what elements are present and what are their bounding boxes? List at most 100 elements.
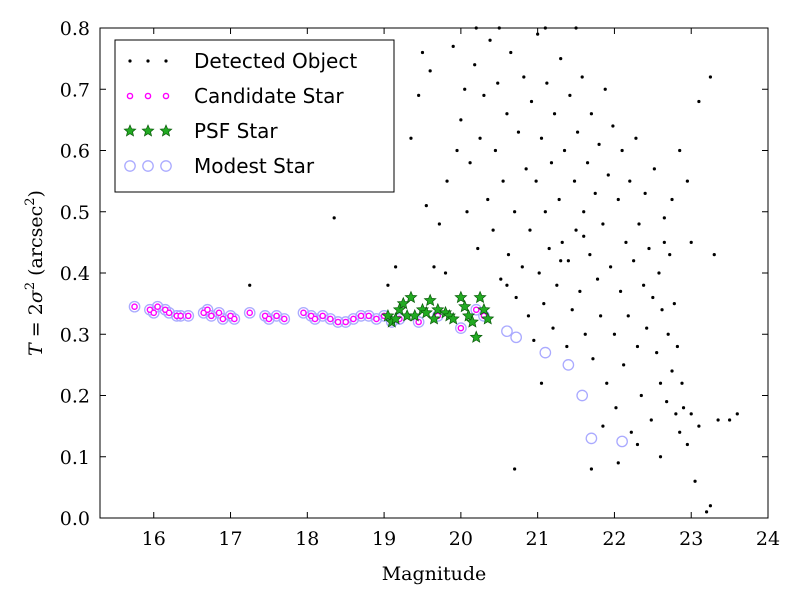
detected-object-point: [606, 173, 610, 177]
detected-object-point: [593, 191, 597, 195]
modest-star-point: [562, 359, 575, 371]
modest-star-point: [616, 435, 628, 448]
y-label-var: T: [25, 342, 47, 356]
candidate-star-point: [150, 309, 158, 317]
candidate-star-point: [373, 315, 380, 323]
detected-object-point: [642, 283, 646, 287]
detected-object-point: [651, 295, 655, 300]
detected-object-point: [672, 302, 676, 306]
detected-object-point: [424, 204, 428, 208]
modest-star-point: [309, 313, 321, 325]
y-tick-label: 0.6: [60, 141, 90, 163]
modest-star-point: [278, 313, 291, 325]
candidate-star-point: [457, 324, 465, 332]
modest-star-point: [228, 313, 241, 325]
candidate-star-point: [273, 312, 280, 320]
psf-star-point: [427, 312, 441, 325]
detected-object-point: [455, 148, 459, 153]
modest-star-point: [201, 303, 214, 316]
modest-star-point: [159, 303, 172, 316]
detected-object-point: [585, 161, 590, 165]
detected-object-point: [657, 271, 661, 275]
legend-entry-detected-object: Detected Object: [128, 49, 357, 73]
detected-object-point: [575, 130, 580, 134]
detected-object-point: [560, 240, 564, 244]
psf-star-point: [423, 293, 437, 307]
detected-object-point: [678, 430, 682, 434]
candidate-star-point: [246, 309, 254, 317]
modest-star-point: [576, 389, 589, 402]
detected-object-point: [578, 289, 582, 293]
detected-object-point: [537, 271, 541, 275]
modest-star-point: [412, 316, 425, 328]
detected-object-point: [501, 179, 505, 183]
detected-object-point: [332, 216, 336, 220]
detected-object-point: [652, 167, 656, 171]
candidate-star-point: [231, 315, 238, 323]
detected-object-point: [680, 381, 684, 385]
detected-object-point: [559, 57, 563, 61]
detected-object-point: [637, 222, 641, 226]
detected-object-point: [618, 289, 623, 293]
detected-object-point: [468, 161, 472, 165]
detected-object-point: [506, 253, 511, 257]
modest-star-point: [128, 300, 141, 313]
detected-object-point: [704, 510, 709, 514]
detected-object-point: [557, 197, 561, 202]
detected-object-point: [693, 479, 697, 483]
legend-marker-modest-star: [124, 160, 136, 172]
modest-star-point: [270, 310, 283, 322]
y-tick-label: 0.7: [60, 79, 90, 101]
detected-object-point: [681, 406, 686, 410]
y-label-unit-close: ): [25, 190, 47, 197]
legend-marker-detected-object: [128, 59, 132, 63]
detected-object-point: [616, 461, 620, 465]
detected-object-point: [678, 148, 682, 153]
detected-object-point: [658, 455, 663, 459]
legend-entry-modest-star: Modest Star: [124, 154, 315, 178]
detected-object-point: [513, 467, 517, 471]
detected-object-point: [428, 69, 432, 73]
modest-star-point: [144, 303, 156, 316]
y-tick-label: 0.0: [60, 508, 90, 530]
y-tick-label: 0.8: [60, 18, 90, 40]
detected-object-point: [708, 75, 713, 79]
candidate-star-point: [215, 309, 223, 317]
detected-object-point: [612, 332, 617, 336]
legend-marker-candidate-star: [126, 92, 134, 100]
detected-object-point: [597, 142, 601, 146]
candidate-star-point: [342, 318, 350, 326]
psf-star-point: [446, 312, 460, 325]
psf-star-point: [454, 290, 468, 304]
x-tick-label: 16: [142, 528, 166, 550]
detected-object-point: [685, 179, 689, 183]
detected-object-point: [568, 93, 572, 97]
legend-label-psf-star: PSF Star: [194, 119, 278, 143]
detected-object-point: [539, 136, 544, 140]
y-tick-label: 0.5: [60, 202, 90, 224]
detected-object-point: [603, 87, 607, 91]
detected-object-point: [443, 271, 448, 275]
legend-entry-psf-star: PSF Star: [123, 119, 278, 143]
detected-object-point: [520, 265, 524, 269]
detected-object-point: [668, 253, 672, 257]
legend-label-candidate-star: Candidate Star: [194, 84, 344, 108]
detected-object-point: [634, 136, 638, 140]
candidate-star-point: [184, 312, 192, 320]
psf-star-point: [477, 302, 491, 316]
x-tick-label: 22: [602, 528, 626, 550]
psf-star-point: [458, 299, 472, 313]
detected-object-point: [697, 99, 701, 104]
psf-star-point: [473, 290, 487, 304]
detected-object-point: [551, 326, 555, 330]
detected-object-point: [583, 332, 587, 336]
legend-entry-candidate-star: Candidate Star: [126, 84, 344, 108]
detected-object-point: [505, 283, 509, 287]
detected-object-point: [601, 424, 605, 428]
detected-object-point: [543, 210, 547, 214]
candidate-star-point: [311, 315, 319, 323]
detected-object-point: [670, 197, 674, 202]
detected-object-point: [394, 265, 398, 269]
detected-object-point: [552, 112, 557, 116]
